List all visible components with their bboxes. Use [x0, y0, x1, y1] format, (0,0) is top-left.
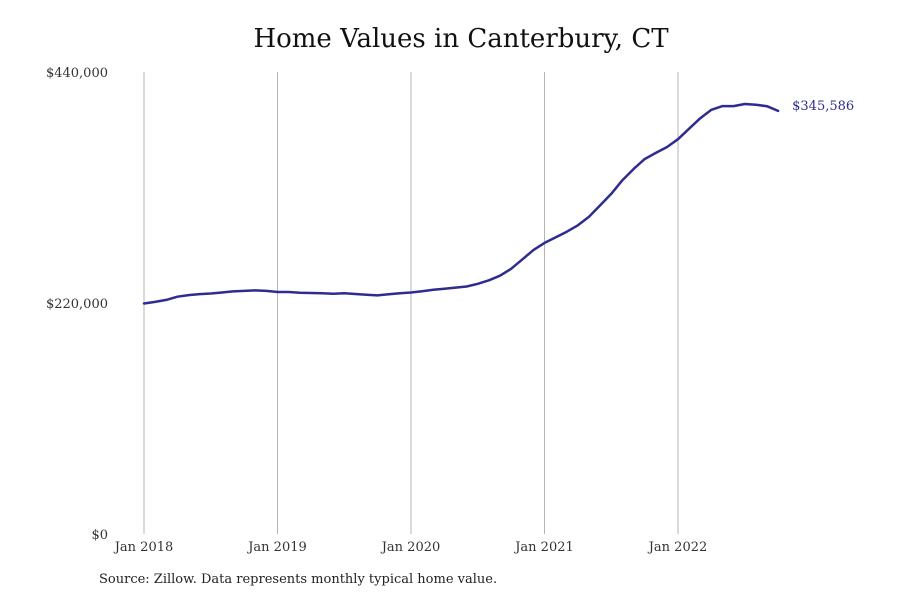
x-tick-label: Jan 2020 [380, 540, 441, 555]
x-tick-label: Jan 2021 [513, 540, 574, 555]
x-tick-label: Jan 2022 [647, 540, 708, 555]
x-tick-label: Jan 2019 [246, 540, 307, 555]
chart-title: Home Values in Canterbury, CT [253, 24, 669, 54]
y-tick-label: $0 [91, 528, 108, 543]
series-layer: $345,586 [142, 99, 854, 305]
x-tick-label: Jan 2018 [113, 540, 174, 555]
y-tick-label: $220,000 [46, 297, 108, 312]
y-tick-label: $440,000 [46, 66, 108, 81]
x-axis: Jan 2018 Jan 2019 Jan 2020 Jan 2021 Jan 2022 [113, 540, 708, 555]
series-end-label: $345,586 [792, 99, 854, 114]
series-line [142, 102, 780, 305]
y-axis: $0 $220,000 $440,000 [46, 66, 108, 543]
gridlines [143, 72, 679, 534]
source-note: Source: Zillow. Data represents monthly … [99, 572, 498, 587]
